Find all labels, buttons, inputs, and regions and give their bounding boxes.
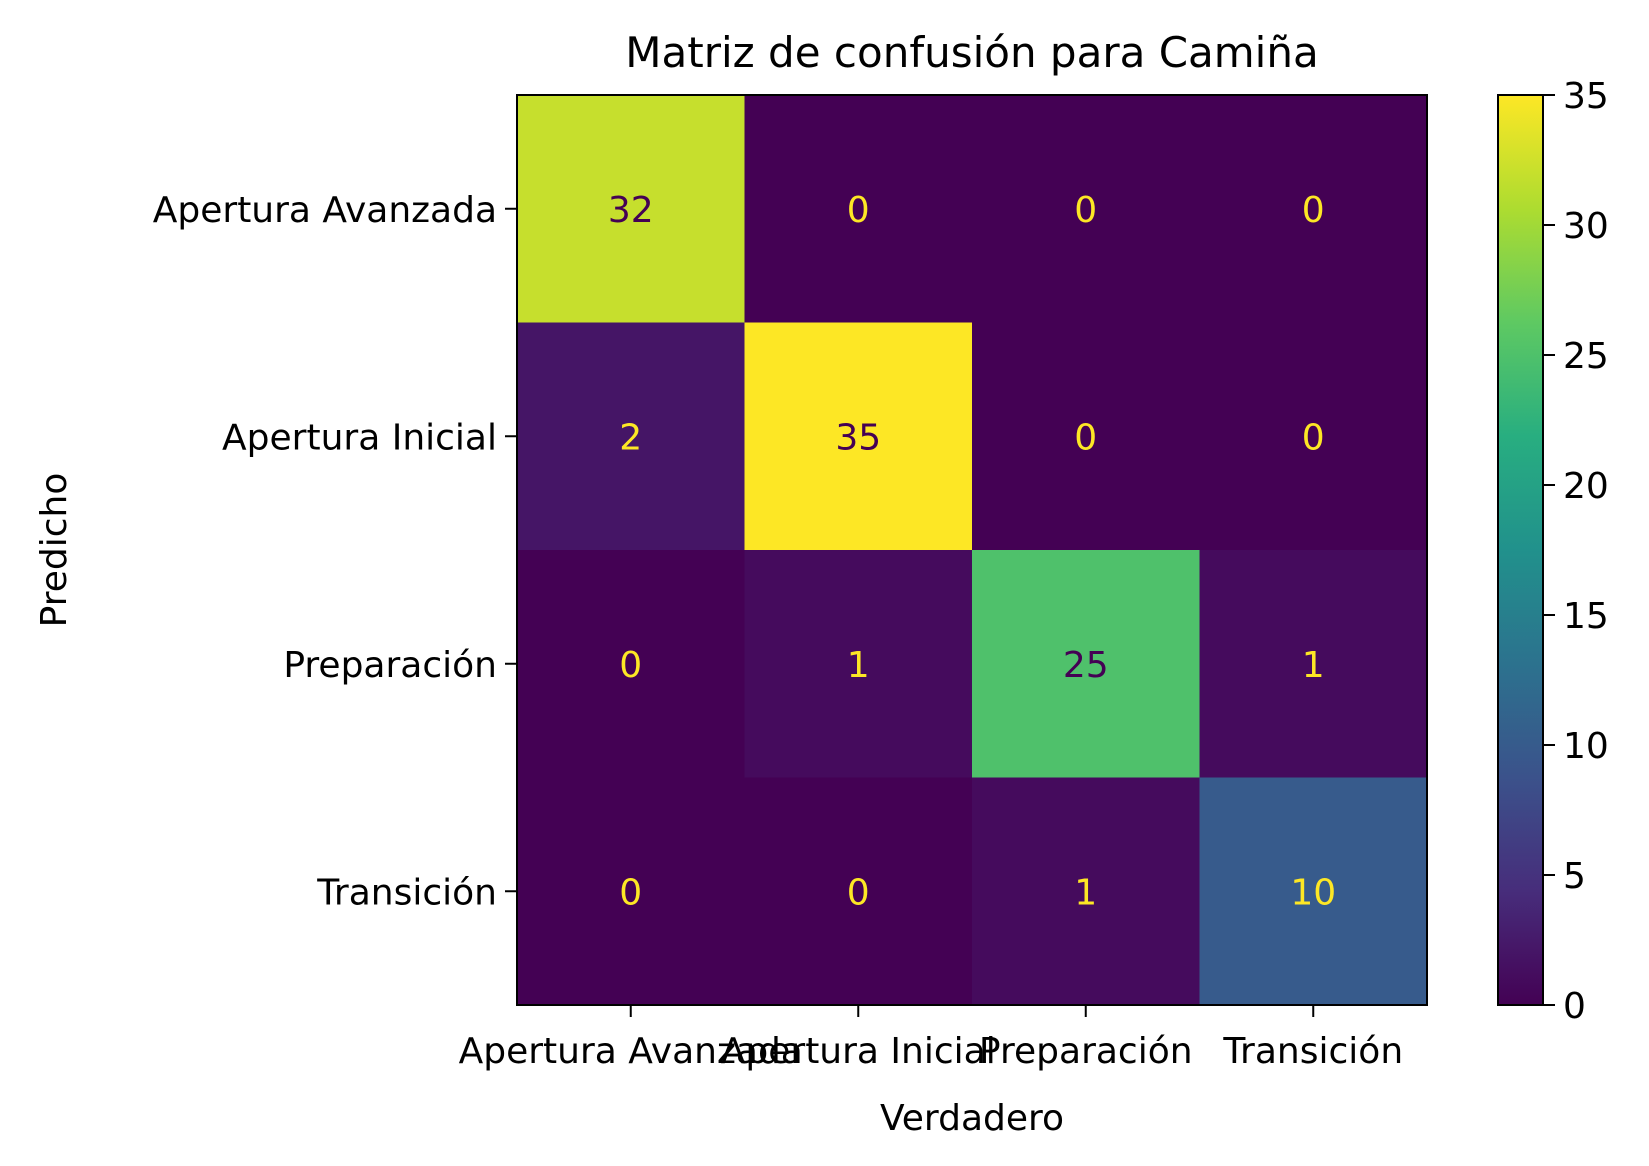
heatmap-cell-r0-c1 <box>744 95 973 323</box>
plot-frame <box>516 94 1428 1006</box>
y-tick-label: Apertura Avanzada <box>153 190 497 231</box>
heatmap-cell-r3-c2 <box>972 777 1200 1006</box>
heatmap-cell-r2-c2 <box>972 550 1200 778</box>
colorbar-tick-label: 0 <box>1563 986 1586 1027</box>
x-tick-label: Preparación <box>979 1031 1193 1072</box>
heatmap-cell-r3-c3 <box>1199 777 1428 1006</box>
cell-value-r2-c0: 0 <box>619 645 642 686</box>
colorbar-tick-label: 5 <box>1563 856 1586 897</box>
colorbar-tick-label: 25 <box>1563 336 1609 377</box>
heatmap-cell-r1-c2 <box>972 322 1200 551</box>
cell-value-labels: 32 0 0 02 35 0 00 1 25 10 0 1 10 <box>608 190 1336 914</box>
cell-value-r0-c3: 0 <box>1302 190 1325 231</box>
colorbar-tick-label: 35 <box>1563 76 1609 117</box>
chart-title: Matriz de confusión para Camiña <box>625 28 1318 77</box>
heatmap-cell-r2-c1 <box>744 550 973 778</box>
heatmap-cell-r1-c3 <box>1199 322 1428 551</box>
heatmap-cell-r1-c1 <box>744 322 973 551</box>
x-tick-label: Apertura Avanzada <box>459 1031 803 1072</box>
cell-value-r3-c2: 1 <box>1074 872 1097 913</box>
y-axis-ticks: Apertura Avanzada Apertura Inicial Prepara… <box>153 190 517 913</box>
cell-value-r2-c2: 25 <box>1063 645 1109 686</box>
y-axis-label: Predicho <box>34 473 75 628</box>
heatmap-cells <box>517 95 1428 1006</box>
heatmap-cell-r0-c0 <box>517 95 745 323</box>
colorbar-tick-label: 10 <box>1563 726 1609 767</box>
heatmap-cell-r3-c0 <box>517 777 745 1006</box>
colorbar-tick-label: 30 <box>1563 206 1609 247</box>
cell-value-r1-c0: 2 <box>619 417 642 458</box>
cell-value-r3-c0: 0 <box>619 872 642 913</box>
colorbar-tick-label: 20 <box>1563 466 1609 507</box>
heatmap-cell-r0-c3 <box>1199 95 1428 323</box>
cell-value-r1-c1: 35 <box>835 417 881 458</box>
colorbar <box>1497 94 1544 1006</box>
heatmap-cell-r0-c2 <box>972 95 1200 323</box>
x-tick-label: Apertura Inicial <box>721 1031 996 1072</box>
cell-value-r3-c1: 0 <box>847 872 870 913</box>
y-tick-label: Preparación <box>283 645 497 686</box>
heatmap-cell-r3-c1 <box>744 777 973 1006</box>
cell-value-r0-c0: 32 <box>608 190 654 231</box>
cell-value-r1-c3: 0 <box>1302 417 1325 458</box>
cell-value-r2-c1: 1 <box>847 645 870 686</box>
y-tick-label: Apertura Inicial <box>222 417 497 458</box>
colorbar-tick-label: 15 <box>1563 596 1609 637</box>
heatmap-cell-r2-c0 <box>517 550 745 778</box>
colorbar-ticks: 0 5 10 15 20 25 30 35 <box>1543 76 1609 1027</box>
x-tick-label: Transición <box>1222 1031 1403 1072</box>
heatmap-cell-r2-c3 <box>1199 550 1428 778</box>
y-tick-label: Transición <box>316 872 497 913</box>
cell-value-r0-c2: 0 <box>1074 190 1097 231</box>
heatmap-cell-r1-c0 <box>517 322 745 551</box>
cell-value-r3-c3: 10 <box>1290 872 1336 913</box>
cell-value-r0-c1: 0 <box>847 190 870 231</box>
cell-value-r1-c2: 0 <box>1074 417 1097 458</box>
cell-value-r2-c3: 1 <box>1302 645 1325 686</box>
x-axis-label: Verdadero <box>880 1098 1064 1139</box>
